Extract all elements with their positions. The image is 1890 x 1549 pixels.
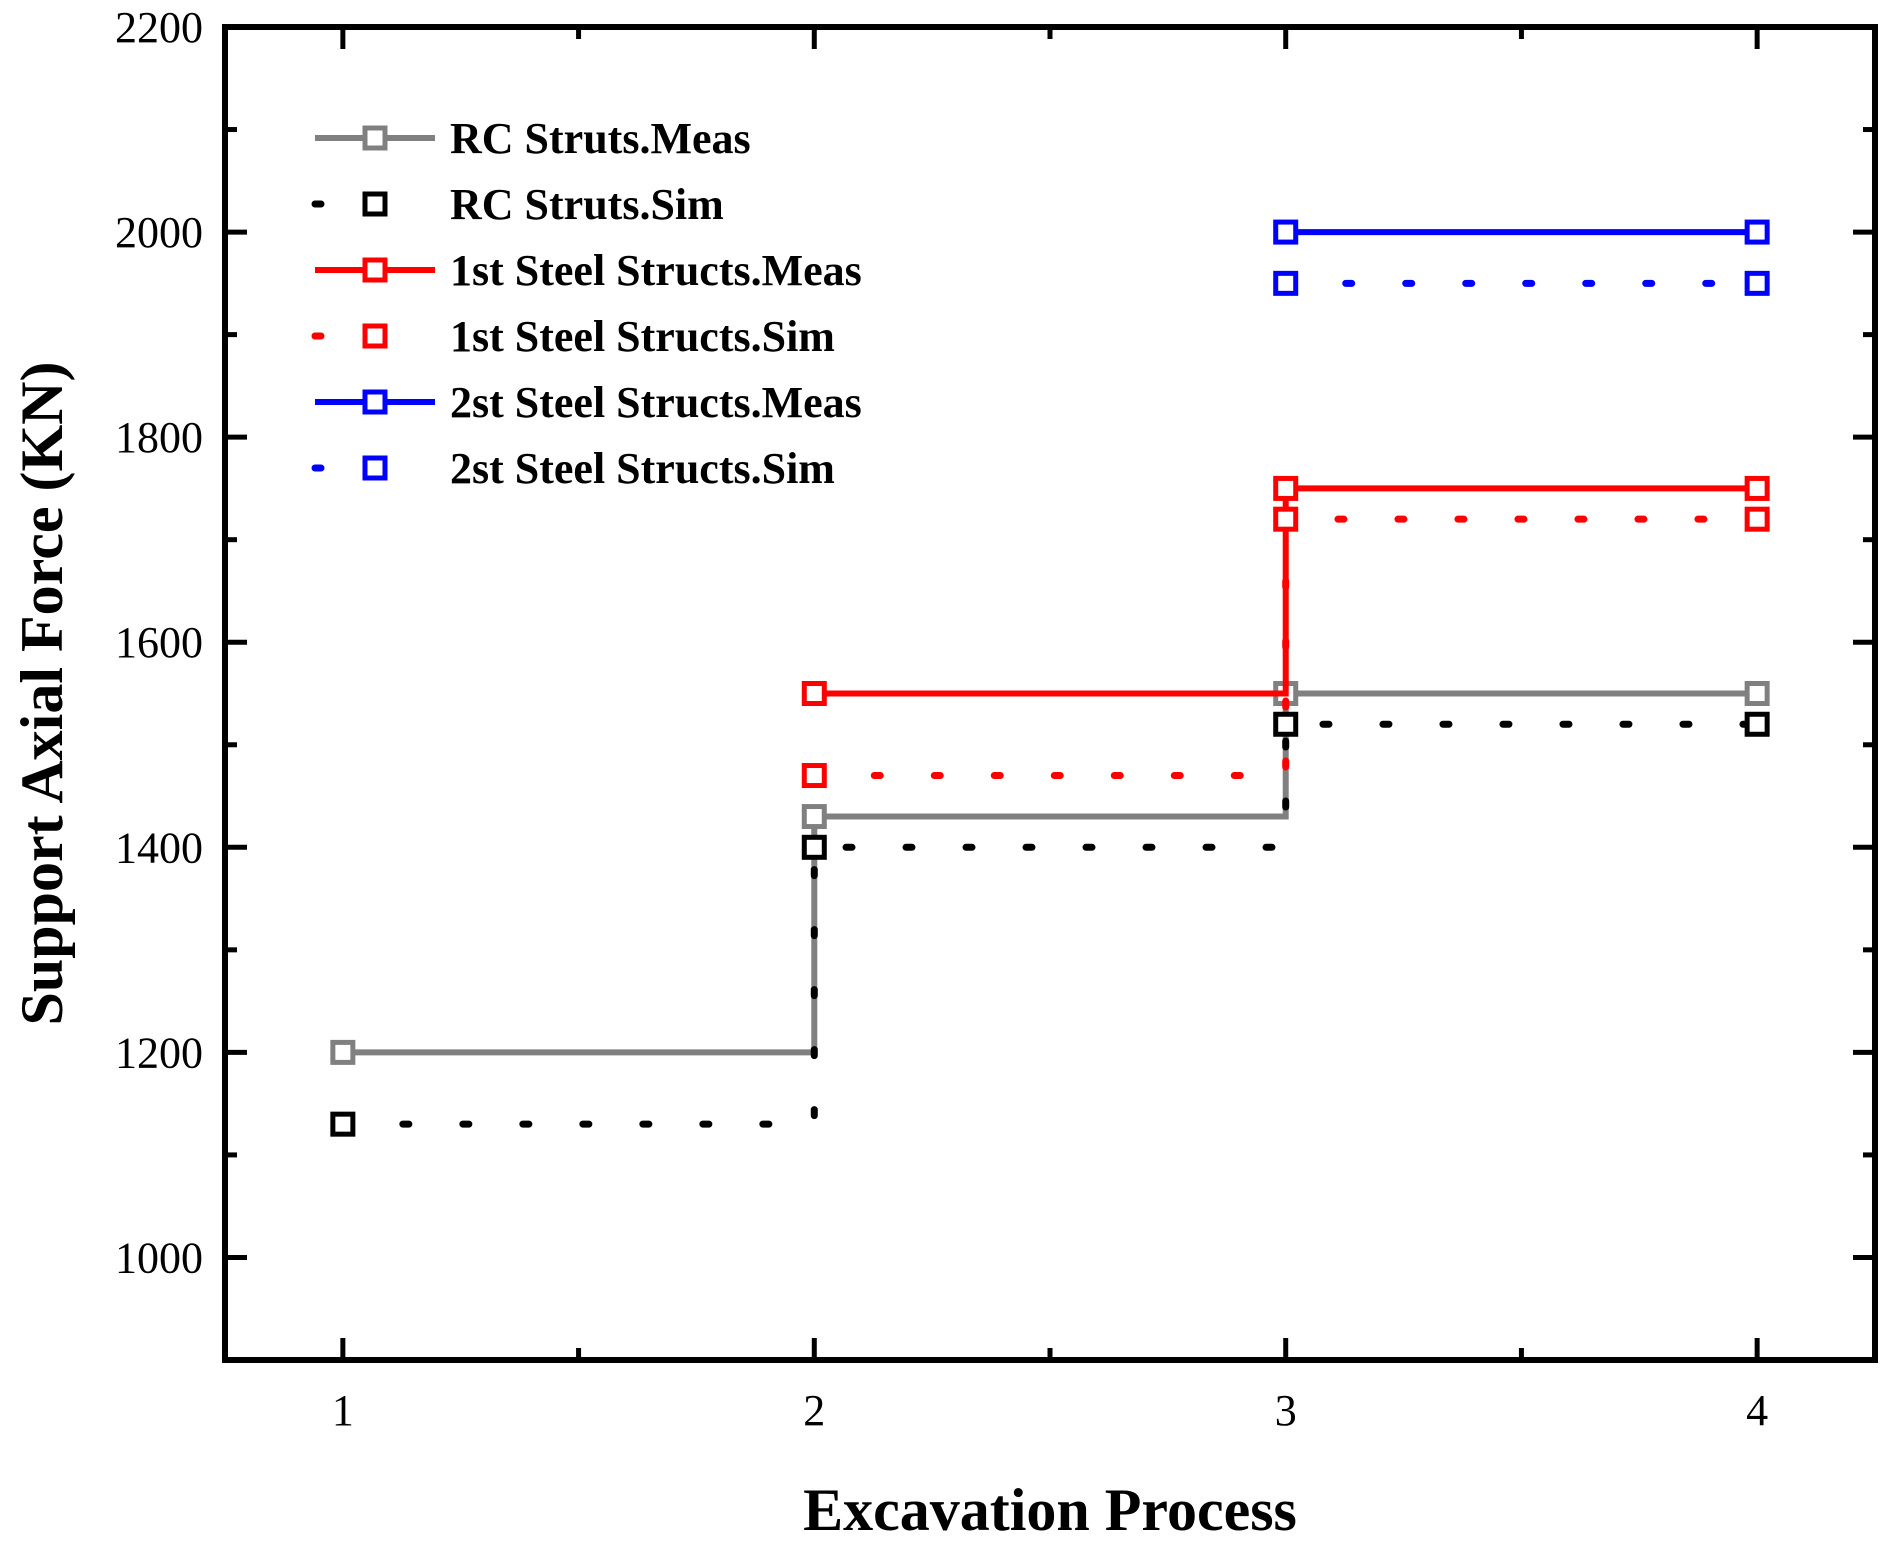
data-point-3-1 — [1273, 506, 1299, 532]
y-tick-label-4: 1800 — [115, 413, 203, 462]
legend-marker-5 — [362, 455, 388, 481]
data-point-4-0 — [1273, 219, 1299, 245]
legend: RC Struts.Meas RC Struts.Sim 1st Steel Str… — [311, 114, 862, 493]
legend-entry-4: 2st Steel Structs.Meas — [315, 378, 862, 427]
series-4 — [1273, 219, 1770, 245]
y-tick-label-6: 2200 — [115, 3, 203, 52]
y-tick-label-2: 1400 — [115, 823, 203, 872]
legend-entry-5: 2st Steel Structs.Sim — [311, 444, 835, 493]
data-point-1-0 — [330, 1111, 356, 1137]
data-point-0-0 — [330, 1039, 356, 1065]
y-tick-label-1: 1200 — [115, 1028, 203, 1077]
axes-layer: 1 2 3 4 1000 1200 1400 1600 1800 2000 2200 — [115, 3, 1878, 1435]
series-2 — [801, 475, 1770, 706]
legend-label-3: 1st Steel Structs.Sim — [450, 312, 835, 361]
y-tick-label-3: 1600 — [115, 618, 203, 667]
data-point-5-1 — [1744, 270, 1770, 296]
data-point-2-2 — [1744, 475, 1770, 501]
y-tick-label-5: 2000 — [115, 208, 203, 257]
series-1 — [330, 711, 1770, 1137]
data-point-5-0 — [1273, 270, 1299, 296]
series-line-3 — [810, 515, 1761, 780]
legend-label-5: 2st Steel Structs.Sim — [450, 444, 835, 493]
data-point-2-0 — [801, 681, 827, 706]
y-tick-label-0: 1000 — [115, 1233, 203, 1282]
data-point-2-1 — [1273, 475, 1299, 501]
x-tick-label-1: 2 — [803, 1386, 825, 1435]
x-tick-label-0: 1 — [332, 1386, 354, 1435]
series-3 — [801, 506, 1770, 789]
data-point-1-1 — [801, 834, 827, 860]
legend-entry-3: 1st Steel Structs.Sim — [311, 312, 835, 361]
legend-marker-4 — [362, 389, 388, 415]
data-point-1-3 — [1744, 711, 1770, 737]
x-tick-label-3: 4 — [1746, 1386, 1768, 1435]
x-axis-title: Excavation Process — [803, 1477, 1297, 1543]
series-line-0 — [342, 690, 1758, 1056]
legend-marker-2 — [362, 257, 388, 283]
series-layer — [330, 219, 1770, 1137]
y-axis-title: Support Axial Force (KN) — [9, 362, 75, 1026]
data-point-3-2 — [1744, 506, 1770, 532]
legend-entry-2: 1st Steel Structs.Meas — [315, 246, 862, 295]
legend-entry-0: RC Struts.Meas — [315, 114, 751, 163]
data-point-0-3 — [1744, 681, 1770, 706]
series-line-2 — [814, 485, 1758, 697]
data-point-1-2 — [1273, 711, 1299, 737]
legend-entry-1: RC Struts.Sim — [311, 180, 724, 229]
legend-marker-0 — [362, 125, 388, 151]
legend-label-1: RC Struts.Sim — [450, 180, 724, 229]
legend-label-2: 1st Steel Structs.Meas — [450, 246, 862, 295]
x-tick-label-2: 3 — [1275, 1386, 1297, 1435]
data-point-3-0 — [801, 763, 827, 789]
data-point-4-1 — [1744, 219, 1770, 245]
legend-marker-3 — [362, 323, 388, 349]
legend-label-4: 2st Steel Structs.Meas — [450, 378, 862, 427]
legend-marker-1 — [362, 191, 388, 217]
legend-label-0: RC Struts.Meas — [450, 114, 751, 163]
series-5 — [1273, 270, 1770, 296]
data-point-0-1 — [801, 804, 827, 830]
